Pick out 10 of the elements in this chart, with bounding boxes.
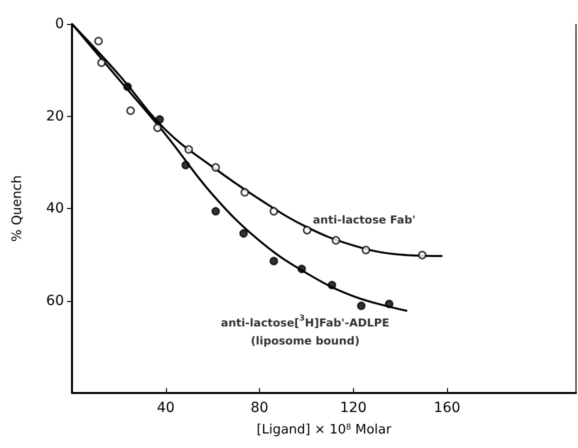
x-tick-label: 120	[340, 400, 367, 416]
y-tick-label: 20	[46, 108, 64, 124]
x-tick-label: 160	[434, 400, 460, 416]
y-tick-label: 60	[46, 292, 64, 309]
y-axis-title: % Quench	[10, 175, 25, 242]
x-tick-label: 40	[156, 400, 175, 416]
series-label: anti-lactose Fab'	[312, 214, 416, 227]
x-tick-label: 80	[250, 400, 268, 416]
y-tick-label: 40	[46, 200, 64, 216]
y-tick-label: 0	[55, 16, 64, 32]
